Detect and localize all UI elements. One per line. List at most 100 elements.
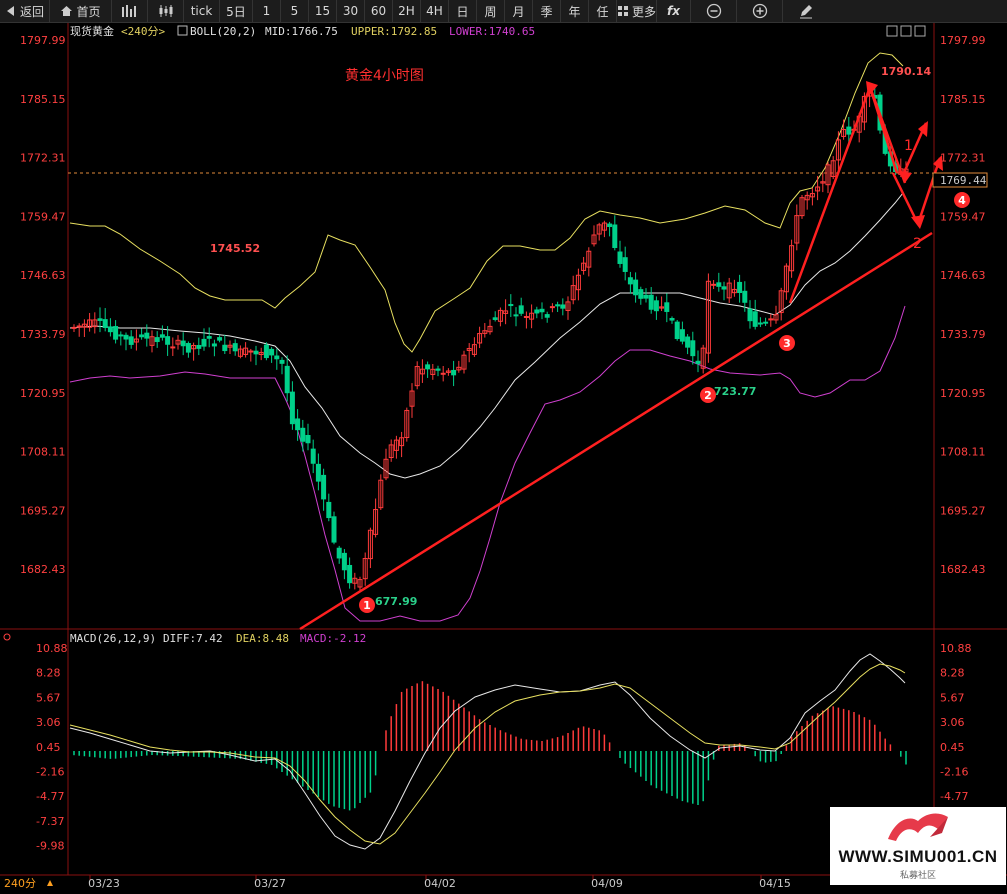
period-footer[interactable]: 240分 bbox=[4, 877, 53, 890]
symbol-period: <240分> bbox=[121, 25, 165, 38]
period-30m[interactable]: 30 bbox=[337, 0, 365, 22]
candle-body bbox=[133, 338, 139, 343]
candle-body bbox=[76, 325, 82, 328]
watermark-sub: 私募社区 bbox=[899, 871, 936, 881]
candle-body bbox=[549, 306, 555, 309]
current-price-box bbox=[932, 172, 988, 188]
more-button[interactable]: 更多 bbox=[617, 0, 657, 22]
period-day[interactable]: 日 bbox=[449, 0, 477, 22]
candle-body bbox=[804, 194, 810, 201]
candle-body bbox=[653, 300, 659, 312]
macd-tick-right: -2.16 bbox=[940, 766, 968, 779]
chart-area[interactable]: 1797.99 1785.15 1772.31 1759.47 1746.63 1733.… bbox=[0, 23, 1007, 890]
back-icon bbox=[6, 6, 14, 16]
bar-chart-icon bbox=[121, 5, 136, 17]
candle-body bbox=[539, 308, 545, 313]
price-tick-left: 1682.43 bbox=[20, 563, 66, 576]
home-button[interactable]: 首页 bbox=[50, 0, 112, 22]
candle-body bbox=[669, 317, 675, 321]
wave-path-inner bbox=[868, 86, 899, 174]
candle-body bbox=[643, 294, 649, 299]
period-5m[interactable]: 5 bbox=[281, 0, 309, 22]
candle-body bbox=[555, 304, 561, 307]
period-4h[interactable]: 4H bbox=[421, 0, 449, 22]
pane-controls bbox=[886, 25, 926, 37]
price-tick-right: 1695.27 bbox=[940, 504, 986, 517]
candle-body bbox=[128, 336, 134, 345]
candle-body bbox=[471, 344, 477, 355]
candle-body bbox=[92, 319, 98, 328]
candle-body bbox=[544, 314, 550, 318]
marker-3-label: 3 bbox=[783, 337, 791, 350]
back-button[interactable]: 返回 bbox=[0, 0, 50, 22]
chart-annotation-title: 黄金4小时图 bbox=[345, 67, 424, 84]
candle-body bbox=[81, 323, 87, 328]
candle-body bbox=[664, 302, 670, 312]
candle-body bbox=[222, 344, 228, 352]
period-quarter[interactable]: 季 bbox=[533, 0, 561, 22]
candlestick-icon bbox=[159, 5, 172, 17]
date-tick-label: 04/02 bbox=[424, 877, 456, 890]
candle-body bbox=[243, 347, 249, 355]
boll-lower-line bbox=[69, 305, 906, 622]
pane-layout-icon-2[interactable] bbox=[900, 25, 912, 37]
date-tick-label: 03/23 bbox=[88, 877, 120, 890]
date-tick-label: 03/27 bbox=[254, 877, 286, 890]
kline-chart[interactable]: 1797.99 1785.15 1772.31 1759.47 1746.63 1733.… bbox=[0, 23, 1007, 890]
macd-tick-left: -7.37 bbox=[36, 815, 64, 828]
pane-layout-icon-1[interactable] bbox=[886, 25, 898, 37]
zoom-out-button[interactable] bbox=[691, 0, 737, 22]
back-label: 返回 bbox=[19, 4, 44, 19]
candle-body bbox=[352, 577, 358, 584]
candle-body bbox=[102, 319, 108, 328]
candle-body bbox=[185, 343, 191, 353]
candle-body bbox=[529, 312, 535, 320]
period-month[interactable]: 月 bbox=[505, 0, 533, 22]
pane-layout-icon-3[interactable] bbox=[914, 25, 926, 37]
tick-button[interactable]: tick bbox=[184, 0, 220, 22]
candle-body bbox=[799, 197, 805, 217]
bar-chart-button[interactable] bbox=[112, 0, 148, 22]
candle-body bbox=[248, 350, 254, 353]
wave-label-2: 2 bbox=[913, 236, 922, 252]
candle-body bbox=[269, 348, 275, 356]
draw-button[interactable] bbox=[783, 0, 829, 22]
grid-icon bbox=[618, 6, 628, 16]
wave-marker-4: 4 bbox=[954, 192, 970, 208]
formula-button[interactable]: fx bbox=[657, 0, 691, 22]
boll-toggle-icon[interactable] bbox=[177, 25, 188, 36]
macd-settings-icon[interactable] bbox=[3, 633, 11, 641]
price-tick-left: 1720.95 bbox=[20, 387, 66, 400]
period-1m[interactable]: 1 bbox=[253, 0, 281, 22]
zoom-in-button[interactable] bbox=[737, 0, 783, 22]
candle-body bbox=[742, 290, 748, 303]
period-2h[interactable]: 2H bbox=[393, 0, 421, 22]
candle-body bbox=[289, 391, 295, 425]
candle-body bbox=[107, 326, 113, 333]
candle-body bbox=[159, 334, 165, 338]
wave-marker-3: 3 bbox=[779, 335, 795, 351]
price-tick-right: 1733.79 bbox=[940, 328, 986, 341]
boll-mid-line bbox=[69, 192, 904, 479]
macd-header: MACD(26,12,9) DIFF:7.42 DEA:8.48 MACD:-2… bbox=[3, 632, 366, 645]
candle-body bbox=[305, 434, 311, 444]
candle-body bbox=[191, 345, 197, 350]
price-tick-right: 1720.95 bbox=[940, 387, 986, 400]
price-tick-right: 1746.63 bbox=[940, 269, 986, 282]
period-week[interactable]: 周 bbox=[477, 0, 505, 22]
marker-1-label: 1 bbox=[363, 599, 371, 612]
candle-body bbox=[414, 366, 420, 387]
arrowhead-top bbox=[866, 81, 878, 97]
candle-body bbox=[617, 251, 623, 264]
candle-body bbox=[310, 448, 316, 464]
period-15m[interactable]: 15 bbox=[309, 0, 337, 22]
arrow-down-2 bbox=[891, 172, 920, 225]
period-60m[interactable]: 60 bbox=[365, 0, 393, 22]
boll-upper-value: UPPER:1792.85 bbox=[351, 25, 437, 38]
macd-tick-right: 8.28 bbox=[940, 667, 965, 680]
candle-button[interactable] bbox=[148, 0, 184, 22]
period-5d[interactable]: 5日 bbox=[220, 0, 253, 22]
home-label: 首页 bbox=[76, 4, 101, 19]
period-year[interactable]: 年 bbox=[561, 0, 589, 22]
period-custom[interactable]: 任 bbox=[589, 0, 617, 22]
